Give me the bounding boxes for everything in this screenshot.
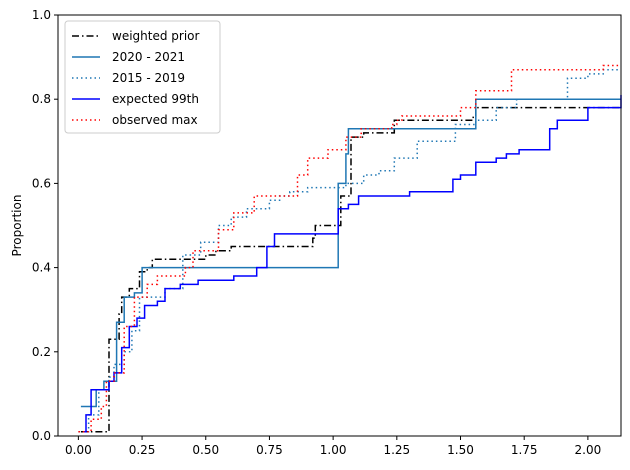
x-tick-label: 0.25 [129, 443, 156, 457]
legend: weighted prior 2020 - 2021 2015 - 2019 expe… [64, 20, 221, 134]
series-line-0 [80, 106, 621, 433]
y-axis-label: Proportion [10, 195, 24, 257]
y-axis: 0.0 0.2 0.4 0.6 0.8 1.0 [32, 8, 58, 443]
series-layer [78, 64, 622, 433]
x-tick-label: 0.50 [192, 443, 219, 457]
series-line-3 [83, 95, 622, 433]
x-tick-label: 2.00 [575, 443, 602, 457]
legend-label-3: expected 99th [112, 92, 199, 106]
legend-items: weighted prior 2020 - 2021 2015 - 2019 expe… [72, 29, 200, 127]
y-tick-label: 0.4 [32, 261, 51, 275]
legend-box [64, 20, 221, 134]
legend-label-0: weighted prior [112, 29, 200, 43]
x-tick-label: 1.75 [511, 443, 538, 457]
plot-frame [57, 14, 622, 437]
x-tick-label: 0.00 [65, 443, 92, 457]
y-tick-label: 0.0 [32, 429, 51, 443]
x-axis: 0.00 0.25 0.50 0.75 1.00 1.25 1.50 1.75 2.00 [65, 436, 601, 457]
y-tick-label: 0.8 [32, 92, 51, 106]
y-tick-label: 1.0 [32, 8, 51, 22]
x-tick-label: 0.75 [256, 443, 283, 457]
y-tick-label: 0.6 [32, 176, 51, 190]
x-tick-label: 1.50 [447, 443, 474, 457]
legend-label-4: observed max [112, 113, 198, 127]
y-tick-label: 0.2 [32, 345, 51, 359]
legend-label-2: 2015 - 2019 [112, 71, 185, 85]
x-tick-label: 1.00 [320, 443, 347, 457]
legend-label-1: 2020 - 2021 [112, 50, 185, 64]
x-tick-label: 1.25 [383, 443, 410, 457]
